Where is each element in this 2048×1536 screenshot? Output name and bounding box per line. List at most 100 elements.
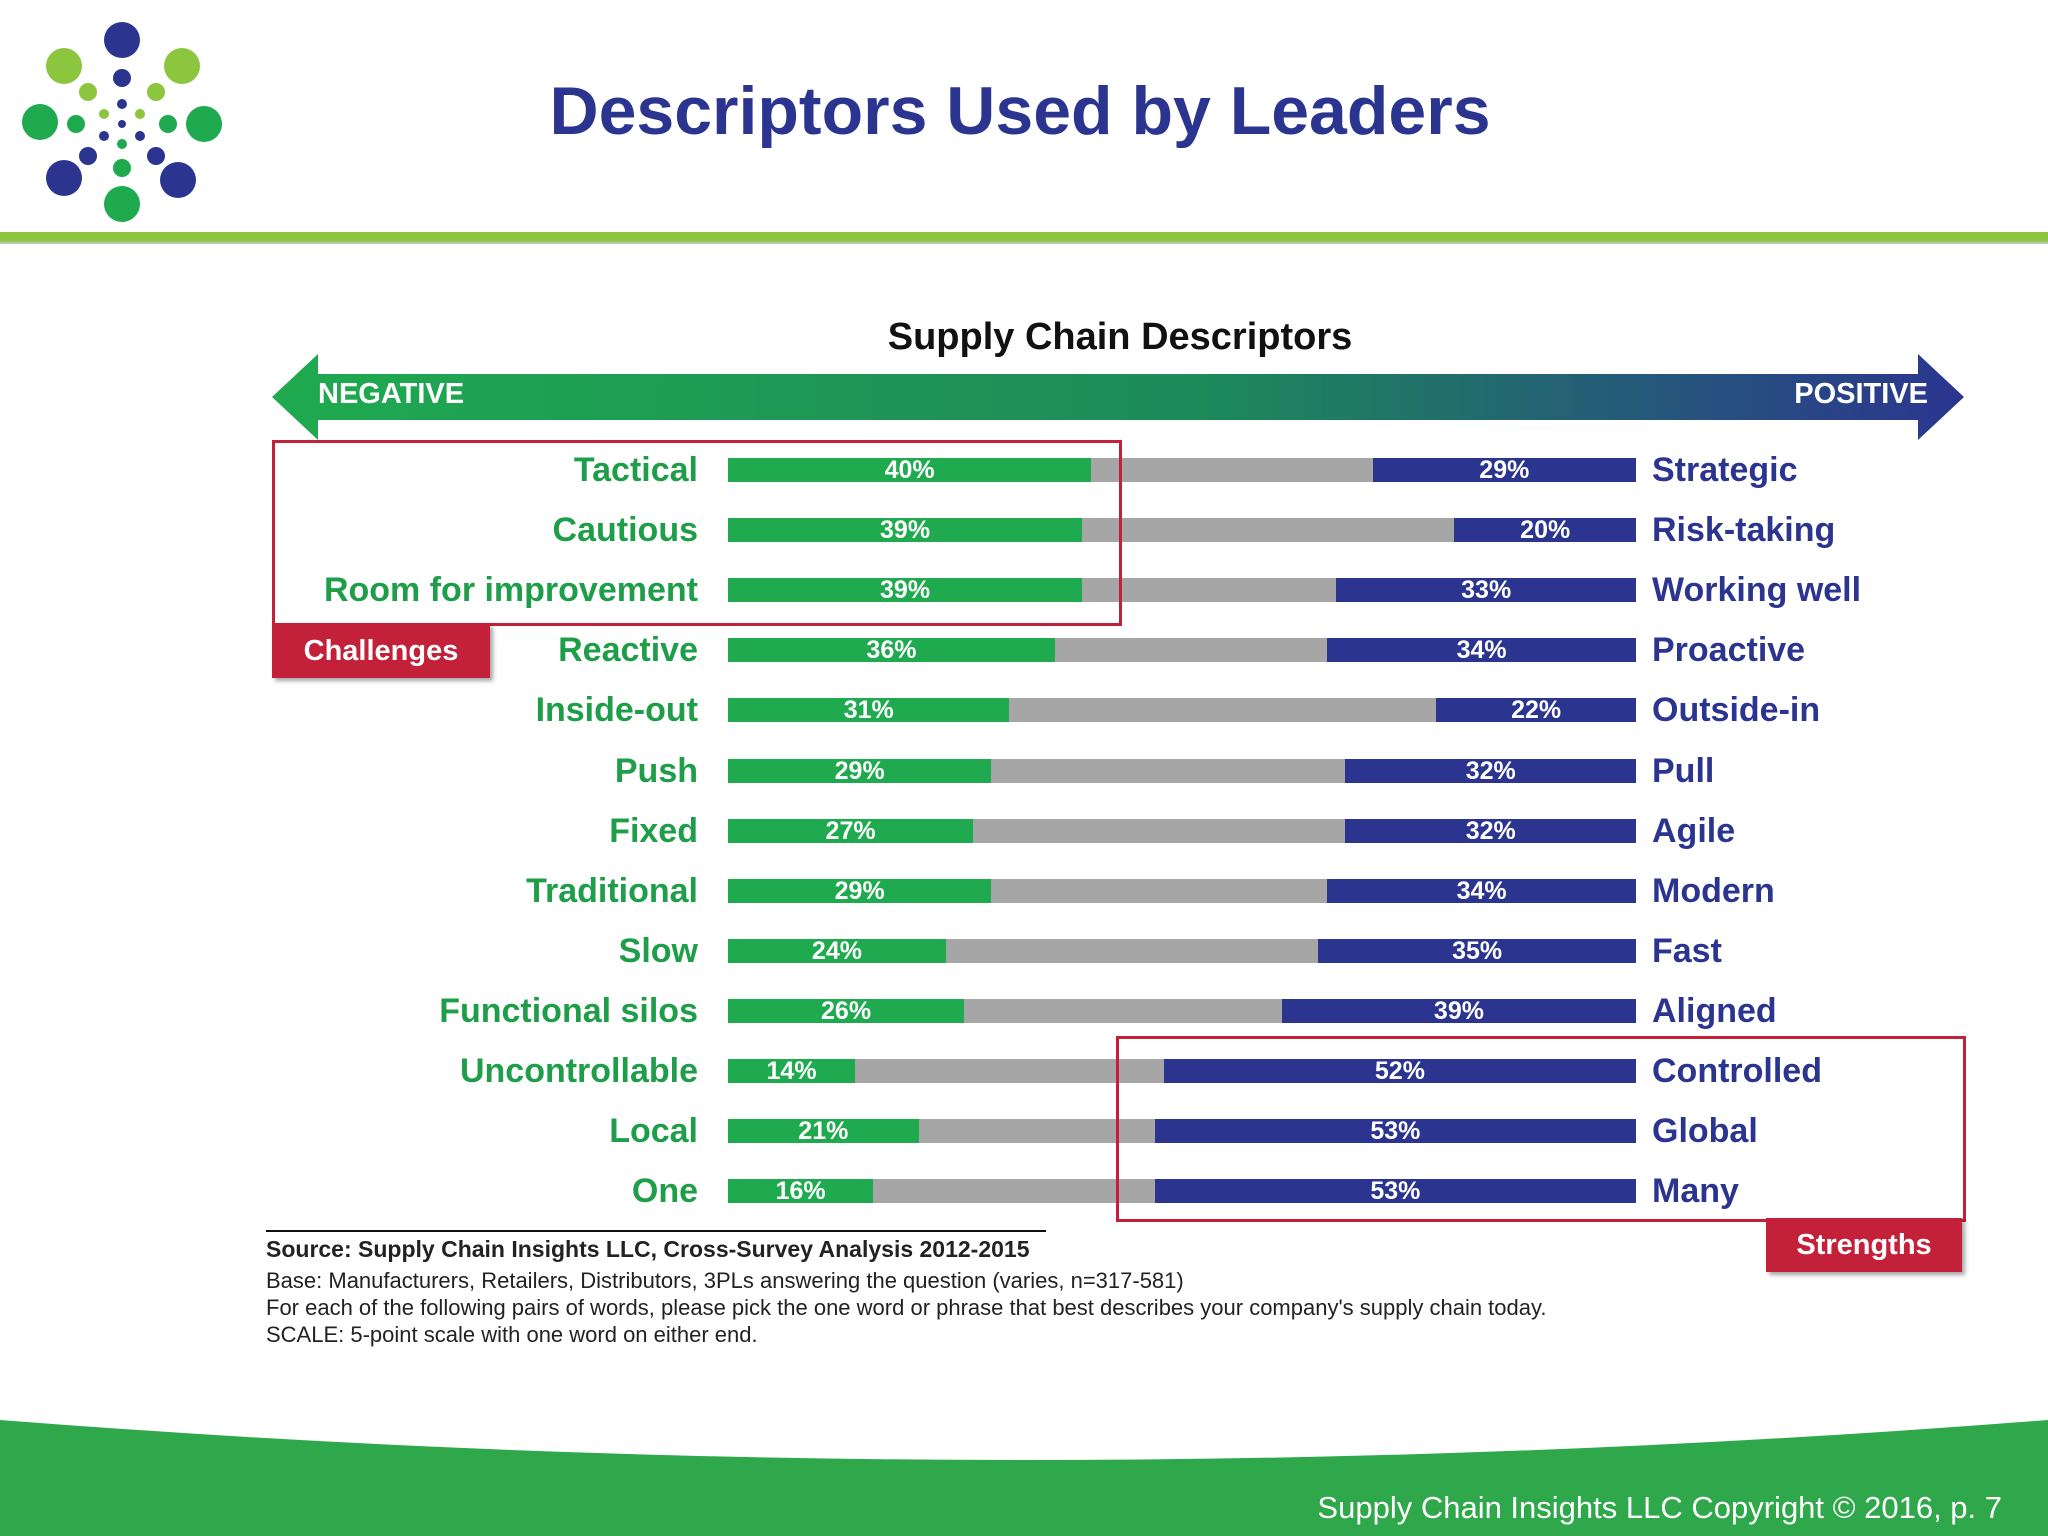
negative-bar-segment (728, 458, 1092, 482)
descriptor-row: Local 21% 53% Global (0, 1111, 2048, 1151)
positive-descriptor-label: Working well (1652, 571, 1862, 610)
positive-percent-label: 22% (1511, 696, 1562, 725)
chart-notes: Source: Supply Chain Insights LLC, Cross… (266, 1236, 1766, 1348)
negative-descriptor-label: One (631, 1172, 698, 1211)
negative-percent-label: 27% (825, 816, 876, 845)
negative-bar-segment (728, 578, 1083, 603)
positive-percent-label: 32% (1465, 816, 1516, 845)
negative-descriptor-label: Reactive (558, 631, 698, 670)
positive-bar-segment (1327, 878, 1636, 903)
negative-percent-label: 31% (843, 696, 894, 725)
negative-percent-label: 24% (811, 936, 862, 965)
challenges-highlight-box (272, 440, 1122, 626)
negative-bar-segment (728, 698, 1010, 723)
positive-bar-segment (1163, 1059, 1636, 1083)
negative-bar-segment (728, 1059, 856, 1083)
positive-bar-segment (1372, 458, 1636, 482)
positive-bar-segment (1454, 518, 1636, 543)
strengths-highlight-box (1116, 1036, 1966, 1222)
neutral-bar-segment: 39% 33% (728, 576, 1636, 605)
negative-descriptor-label: Uncontrollable (459, 1052, 698, 1090)
positive-bar-segment (1345, 818, 1636, 843)
positive-bar-segment (1345, 758, 1636, 783)
negative-bar-segment (728, 998, 965, 1023)
positive-descriptor-label: Agile (1652, 811, 1736, 850)
scale-note: SCALE: 5-point scale with one word on ei… (266, 1322, 758, 1347)
positive-percent-label: 53% (1370, 1117, 1421, 1146)
question-note: For each of the following pairs of words… (266, 1295, 1547, 1320)
footer-copyright: Supply Chain Insights LLC Copyright © 20… (1317, 1490, 2002, 1525)
negative-descriptor-label: Traditional (526, 871, 698, 910)
negative-descriptor-label: Local (609, 1112, 698, 1151)
scale-positive-label: POSITIVE (1794, 378, 1928, 410)
neutral-bar-segment: 39% 20% (728, 516, 1636, 545)
neutral-bar-segment: 21% 53% (728, 1117, 1636, 1146)
positive-percent-label: 52% (1374, 1057, 1425, 1085)
negative-percent-label: 39% (880, 576, 931, 605)
neutral-bar-segment: 24% 35% (728, 936, 1636, 965)
positive-percent-label: 29% (1479, 456, 1530, 484)
positive-bar-segment (1154, 1179, 1636, 1204)
neutral-bar-segment: 40% 29% (728, 456, 1636, 484)
chart-title: Supply Chain Descriptors (887, 316, 1353, 358)
neutral-bar-segment: 29% 32% (728, 756, 1636, 785)
descriptor-row: Inside-out 31% 22% Outside-in (0, 690, 2048, 730)
negative-percent-label: 21% (798, 1117, 849, 1146)
negative-descriptor-label: Push (614, 751, 698, 790)
descriptor-row: Push 29% 32% Pull (0, 751, 2048, 791)
positive-bar-segment (1281, 998, 1636, 1023)
negative-bar-segment (728, 758, 992, 783)
positive-percent-label: 20% (1520, 516, 1571, 545)
negative-percent-label: 36% (866, 636, 917, 665)
negative-percent-label: 39% (880, 516, 931, 545)
negative-percent-label: 40% (884, 456, 935, 484)
negative-descriptor-label: Tactical (573, 451, 698, 489)
neutral-bar-segment: 36% 34% (728, 636, 1636, 665)
positive-descriptor-label: Fast (1652, 931, 1722, 970)
negative-bar-segment (728, 1119, 919, 1144)
negative-bar-segment (728, 638, 1055, 663)
descriptor-row: Tactical 40% 29% Strategic (0, 450, 2048, 490)
positive-bar-segment (1436, 698, 1636, 723)
descriptor-row: Functional silos 26% 39% Aligned (0, 991, 2048, 1031)
source-divider (266, 1230, 1046, 1232)
scale-arrow (272, 354, 1964, 440)
positive-descriptor-label: Controlled (1652, 1052, 1822, 1090)
neutral-bar-segment: 29% 34% (728, 876, 1636, 905)
negative-percent-label: 26% (821, 996, 872, 1025)
descriptor-row: Reactive 36% 34% Proactive (0, 630, 2048, 670)
neutral-bar-segment: 26% 39% (728, 996, 1636, 1025)
positive-percent-label: 33% (1461, 576, 1512, 605)
footer-band (0, 1420, 2048, 1536)
positive-descriptor-label: Many (1652, 1172, 1739, 1211)
positive-percent-label: 53% (1370, 1177, 1421, 1206)
positive-percent-label: 32% (1465, 756, 1516, 785)
positive-descriptor-label: Aligned (1652, 991, 1777, 1030)
positive-descriptor-label: Outside-in (1652, 691, 1821, 730)
descriptor-row: One 16% 53% Many (0, 1171, 2048, 1211)
negative-descriptor-label: Room for improvement (323, 571, 698, 610)
descriptor-row: Traditional 29% 34% Modern (0, 871, 2048, 911)
positive-percent-label: 34% (1456, 636, 1507, 665)
positive-descriptor-label: Strategic (1652, 451, 1798, 489)
positive-percent-label: 39% (1433, 996, 1484, 1025)
positive-bar-segment (1336, 578, 1636, 603)
positive-percent-label: 35% (1452, 936, 1503, 965)
positive-percent-label: 34% (1456, 876, 1507, 905)
strengths-tag: Strengths (1766, 1218, 1962, 1272)
positive-bar-segment (1154, 1119, 1636, 1144)
negative-bar-segment (728, 1179, 874, 1204)
source-note: Source: Supply Chain Insights LLC, Cross… (266, 1236, 1030, 1262)
positive-descriptor-label: Modern (1652, 871, 1775, 910)
descriptor-row: Cautious 39% 20% Risk-taking (0, 510, 2048, 550)
negative-bar-segment (728, 878, 992, 903)
slide-title: Descriptors Used by Leaders (549, 73, 1491, 149)
scale-negative-label: NEGATIVE (318, 378, 465, 410)
negative-descriptor-label: Inside-out (535, 691, 698, 730)
positive-descriptor-label: Risk-taking (1652, 511, 1836, 550)
negative-bar-segment (728, 818, 974, 843)
descriptor-row: Uncontrollable 14% 52% Controlled (0, 1051, 2048, 1091)
positive-descriptor-label: Proactive (1652, 631, 1806, 670)
negative-descriptor-label: Functional silos (439, 991, 698, 1030)
